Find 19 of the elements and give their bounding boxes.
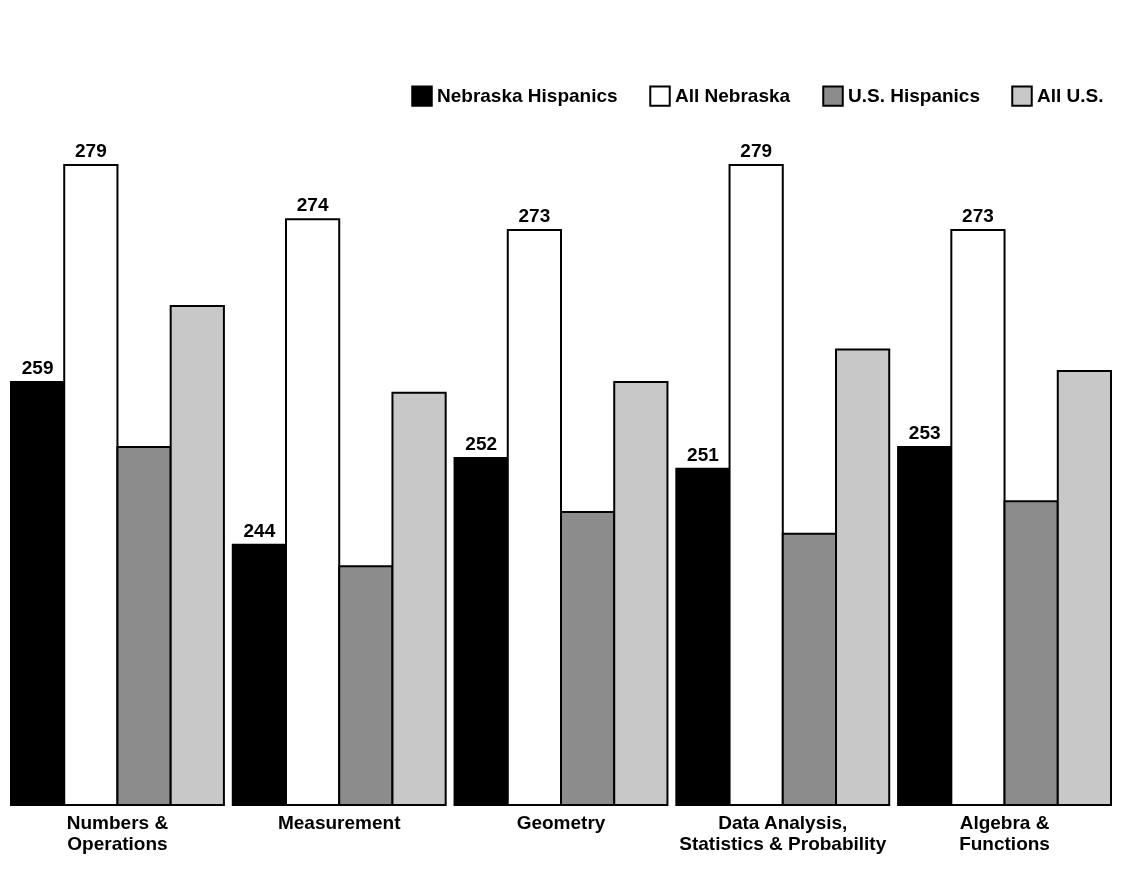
x-tick-label: Numbers & Operations xyxy=(66,811,169,854)
data-label: 279 xyxy=(74,140,107,161)
legend-label: Nebraska Hispanics xyxy=(437,85,618,107)
legend-label: All U.S. xyxy=(1037,85,1104,107)
legend-label: U.S. Hispanics xyxy=(848,85,980,107)
x-tick-label: Data Analysis, Statistics & Probability xyxy=(679,811,887,854)
legend-label: All Nebraska xyxy=(675,85,791,107)
x-tick-label: Algebra & Functions xyxy=(959,811,1050,854)
data-label: 251 xyxy=(687,443,720,465)
data-label: 252 xyxy=(465,432,498,454)
data-label: 253 xyxy=(908,422,941,444)
x-tick-label: Geometry xyxy=(516,811,606,833)
data-label: 274 xyxy=(296,194,329,216)
data-label: 259 xyxy=(21,356,54,378)
data-label: 244 xyxy=(243,519,276,541)
data-label: 273 xyxy=(518,205,551,227)
x-tick-label: Measurement xyxy=(277,811,402,833)
data-label: 273 xyxy=(962,205,994,227)
data-label: 279 xyxy=(740,140,773,161)
